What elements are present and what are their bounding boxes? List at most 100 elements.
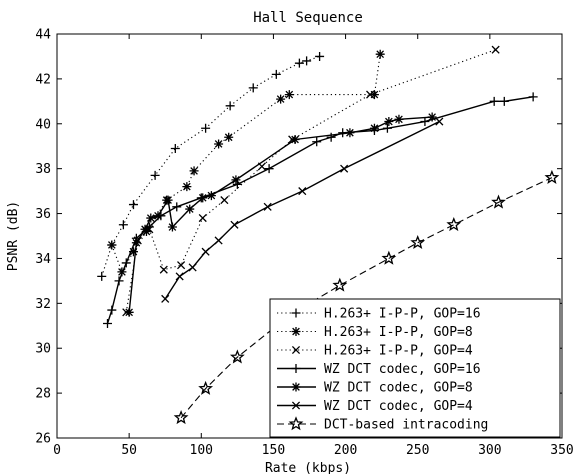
legend-entry: WZ DCT codec, GOP=4	[277, 399, 473, 414]
legend-label: WZ DCT codec, GOP=8	[324, 381, 473, 396]
legend-entry: DCT-based intracoding	[277, 416, 488, 433]
y-tick-label: 40	[35, 117, 51, 132]
data-point-marker	[230, 220, 239, 229]
data-point-marker	[201, 123, 211, 133]
data-point-marker	[394, 114, 404, 124]
legend-entry: WZ DCT codec, GOP=8	[277, 381, 473, 396]
data-point-marker	[189, 166, 199, 176]
series-line	[180, 177, 553, 419]
y-tick-label: 28	[35, 387, 51, 402]
data-point-marker	[177, 261, 186, 270]
legend: H.263+ I-P-P, GOP=16 H.263+ I-P-P, GOP=8 H…	[269, 298, 561, 438]
data-point-marker	[302, 56, 312, 66]
data-point-marker	[172, 202, 182, 212]
data-point-marker	[420, 117, 430, 127]
data-point-marker	[229, 349, 245, 364]
data-point-marker	[198, 213, 207, 223]
data-point-marker	[326, 132, 336, 142]
data-point-marker	[124, 307, 134, 317]
x-tick-label: 100	[190, 443, 213, 458]
data-point-marker	[170, 143, 180, 153]
legend-marker	[291, 308, 301, 318]
data-point-marker	[435, 117, 444, 126]
data-point-marker	[220, 196, 229, 205]
data-point-marker	[312, 137, 322, 147]
data-point-marker	[167, 222, 177, 232]
series-layer	[97, 45, 560, 425]
data-point-marker	[382, 123, 392, 133]
y-tick-label: 36	[35, 207, 51, 222]
data-point-marker	[366, 90, 375, 99]
data-point-marker	[284, 90, 294, 100]
legend-label: DCT-based intracoding	[324, 418, 488, 433]
data-point-marker	[163, 195, 173, 205]
series-line	[106, 96, 534, 324]
y-tick-label: 38	[35, 162, 51, 177]
data-point-marker	[128, 200, 138, 210]
legend-label: WZ DCT codec, GOP=16	[324, 362, 481, 377]
data-point-marker	[298, 187, 307, 196]
data-point-marker	[332, 277, 348, 292]
data-point-marker	[161, 294, 170, 303]
data-point-marker	[214, 236, 223, 245]
data-point-marker	[381, 250, 397, 265]
data-point-marker	[153, 211, 163, 221]
data-point-marker	[248, 83, 258, 93]
data-point-marker	[427, 112, 437, 122]
data-point-marker	[290, 134, 300, 144]
legend-marker	[291, 364, 301, 373]
legend-label: H.263+ I-P-P, GOP=8	[324, 325, 473, 340]
data-point-marker	[140, 224, 150, 234]
data-point-marker	[175, 272, 184, 281]
legend-marker	[291, 401, 301, 410]
data-point-marker	[173, 410, 189, 425]
data-point-marker	[107, 240, 117, 250]
y-tick-label: 42	[35, 72, 51, 87]
series-5	[124, 112, 437, 317]
data-point-marker	[107, 305, 117, 315]
y-tick-label: 26	[35, 432, 51, 447]
data-point-marker	[114, 276, 124, 286]
data-point-marker	[150, 170, 160, 180]
data-point-marker	[198, 193, 208, 203]
x-tick-label: 50	[121, 443, 137, 458]
data-point-marker	[159, 265, 168, 274]
x-tick-label: 350	[550, 443, 573, 458]
legend-marker	[291, 345, 301, 355]
data-point-marker	[375, 49, 385, 59]
x-tick-label: 150	[262, 443, 285, 458]
plot-frame	[56, 33, 563, 439]
data-point-marker	[276, 94, 286, 104]
axis-ticks: 0 50 100 150 200 250 300 350 26 28 30 32 34 36 38 40 42 4…	[35, 28, 573, 459]
y-tick-label: 44	[35, 28, 51, 43]
data-point-marker	[294, 58, 304, 68]
series-line	[164, 120, 440, 300]
data-point-marker	[384, 117, 394, 127]
legend-entry: H.263+ I-P-P, GOP=4	[277, 344, 473, 359]
legend-entry: H.263+ I-P-P, GOP=16	[277, 307, 481, 322]
series-6	[161, 117, 444, 303]
data-point-marker	[263, 202, 272, 211]
data-point-marker	[214, 139, 224, 149]
data-point-marker	[97, 271, 107, 281]
data-point-marker	[128, 247, 138, 257]
data-point-marker	[146, 213, 156, 223]
data-point-marker	[103, 319, 112, 329]
legend-label: H.263+ I-P-P, GOP=4	[324, 344, 473, 359]
legend-label: H.263+ I-P-P, GOP=16	[324, 307, 481, 322]
data-point-marker	[131, 238, 141, 248]
x-axis-title: Rate (kbps)	[265, 461, 351, 474]
data-point-marker	[185, 204, 195, 214]
legend-label: WZ DCT codec, GOP=4	[324, 399, 473, 414]
data-point-marker	[491, 45, 500, 54]
data-point-marker	[201, 247, 210, 256]
legend-marker	[291, 327, 301, 336]
data-point-marker	[410, 234, 426, 250]
x-tick-label: 300	[478, 443, 501, 458]
data-point-marker	[188, 263, 197, 272]
data-point-marker	[499, 96, 509, 106]
data-point-marker	[271, 69, 281, 79]
data-point-marker	[340, 164, 349, 173]
data-point-marker	[182, 182, 192, 192]
